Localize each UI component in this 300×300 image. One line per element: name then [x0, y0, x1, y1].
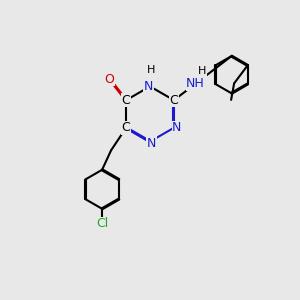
- Text: C: C: [169, 94, 178, 107]
- Text: C: C: [122, 94, 130, 107]
- Text: O: O: [105, 73, 115, 86]
- Text: C: C: [122, 121, 130, 134]
- Text: H: H: [147, 65, 156, 75]
- Text: NH: NH: [186, 77, 205, 90]
- Text: Cl: Cl: [96, 217, 108, 230]
- Text: N: N: [172, 121, 182, 134]
- Text: N: N: [144, 80, 153, 93]
- Text: H: H: [198, 66, 206, 76]
- Text: N: N: [147, 136, 156, 150]
